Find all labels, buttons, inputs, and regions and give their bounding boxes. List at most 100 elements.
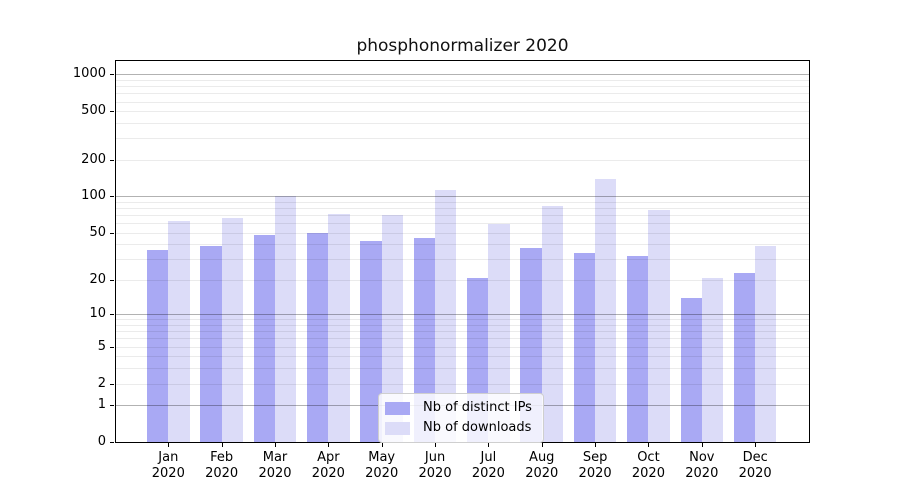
y-tick-mark-100 — [110, 196, 114, 198]
y-tick-label-20: 20 — [89, 271, 106, 287]
x-tick-label-aug: Aug 2020 — [525, 450, 559, 481]
bar-downloads-dec — [755, 245, 777, 442]
bar-ips-apr — [307, 232, 329, 442]
y-tick-label-1000: 1000 — [72, 66, 106, 82]
bar-ips-jun — [413, 238, 436, 442]
gridline-50 — [116, 232, 809, 234]
x-tick-mark-apr — [328, 443, 330, 447]
legend-swatch-distinct-ips-icon — [385, 401, 410, 415]
y-tick-label-100: 100 — [81, 188, 106, 204]
legend-item-downloads: Nb of downloads — [385, 419, 532, 437]
bar-ips-oct — [627, 255, 649, 442]
bar-ips-jan — [147, 249, 169, 442]
bar-downloads-nov — [701, 277, 724, 442]
y-tick-label-500: 500 — [81, 103, 106, 119]
bar-downloads-sep — [595, 179, 617, 442]
bar-ips-dec — [733, 272, 756, 442]
bar-downloads-may — [381, 215, 403, 442]
gridline-80 — [116, 208, 809, 210]
gridline-70 — [116, 215, 809, 217]
gridline-1000 — [116, 74, 809, 76]
y-tick-mark-0 — [110, 442, 114, 443]
x-tick-mark-may — [381, 443, 383, 447]
bar-ips-feb — [200, 245, 222, 442]
bar-downloads-aug — [541, 205, 564, 442]
legend-label-downloads: Nb of downloads — [423, 420, 532, 435]
x-tick-mark-sep — [595, 443, 597, 447]
x-tick-mark-jul — [488, 443, 490, 447]
x-tick-mark-oct — [648, 443, 650, 447]
gridline-7 — [116, 331, 809, 333]
y-tick-label-50: 50 — [89, 224, 106, 240]
x-tick-mark-dec — [755, 443, 757, 447]
gridline-400 — [116, 123, 809, 125]
gridline-800 — [116, 86, 809, 88]
y-tick-mark-500 — [110, 111, 114, 113]
gridline-20 — [116, 279, 809, 281]
y-tick-label-200: 200 — [81, 151, 106, 167]
legend-item-distinct-ips: Nb of distinct IPs — [385, 399, 532, 417]
x-tick-label-mar: Mar 2020 — [258, 450, 292, 481]
bar-ips-nov — [680, 297, 702, 442]
gridline-4 — [116, 356, 809, 358]
x-tick-label-jun: Jun 2020 — [418, 450, 452, 481]
gridline-2 — [116, 383, 809, 385]
x-tick-mark-jun — [435, 443, 437, 447]
x-tick-label-apr: Apr 2020 — [311, 450, 345, 481]
x-tick-label-dec: Dec 2020 — [738, 450, 772, 481]
gridline-8 — [116, 325, 809, 327]
bar-downloads-feb — [221, 217, 243, 442]
chart-title: phosphonormalizer 2020 — [356, 36, 569, 56]
y-tick-mark-2 — [110, 383, 114, 385]
x-tick-label-jan: Jan 2020 — [151, 450, 185, 481]
bar-downloads-jan — [168, 220, 190, 442]
bar-ips-may — [360, 240, 382, 442]
bar-downloads-mar — [275, 196, 297, 442]
x-tick-mark-mar — [275, 443, 276, 447]
x-tick-label-nov: Nov 2020 — [685, 450, 719, 481]
y-tick-label-1: 1 — [97, 397, 106, 413]
gridline-600 — [116, 101, 809, 103]
x-tick-label-may: May 2020 — [365, 450, 399, 481]
gridline-60 — [116, 223, 809, 225]
gridline-30 — [116, 259, 809, 261]
legend-swatch-downloads-icon — [385, 421, 410, 435]
y-tick-label-5: 5 — [97, 338, 106, 354]
x-tick-label-oct: Oct 2020 — [631, 450, 665, 481]
gridline-900 — [116, 79, 809, 81]
gridline-200 — [116, 159, 809, 161]
gridline-300 — [116, 138, 809, 140]
gridline-3 — [116, 368, 809, 370]
bar-ips-sep — [573, 252, 596, 442]
y-tick-mark-200 — [110, 159, 114, 161]
y-tick-mark-20 — [110, 279, 114, 281]
bar-downloads-oct — [648, 209, 670, 442]
y-tick-label-2: 2 — [97, 375, 106, 391]
gridline-9 — [116, 319, 809, 321]
y-tick-mark-1 — [110, 405, 114, 407]
x-tick-label-sep: Sep 2020 — [578, 450, 612, 481]
x-tick-label-feb: Feb 2020 — [205, 450, 239, 481]
bar-downloads-jun — [435, 190, 457, 442]
plot-area: Nb of distinct IPs Nb of downloads — [115, 60, 810, 443]
gridline-6 — [116, 338, 809, 340]
gridline-90 — [116, 201, 809, 203]
x-tick-mark-aug — [541, 443, 543, 447]
bar-downloads-jul — [488, 224, 510, 442]
gridline-100 — [116, 196, 809, 198]
gridline-700 — [116, 93, 809, 95]
gridline-10 — [116, 314, 809, 316]
x-tick-label-jul: Jul 2020 — [471, 450, 505, 481]
gridline-5 — [116, 346, 809, 348]
gridline-40 — [116, 244, 809, 246]
y-tick-label-10: 10 — [89, 306, 106, 322]
bar-downloads-apr — [328, 214, 350, 442]
legend-label-distinct-ips: Nb of distinct IPs — [423, 400, 532, 415]
x-tick-mark-nov — [701, 443, 703, 447]
y-tick-mark-50 — [110, 232, 114, 234]
y-tick-mark-5 — [110, 346, 114, 348]
x-tick-mark-feb — [221, 443, 223, 447]
y-tick-mark-1000 — [110, 74, 114, 76]
bar-ips-mar — [253, 234, 275, 442]
